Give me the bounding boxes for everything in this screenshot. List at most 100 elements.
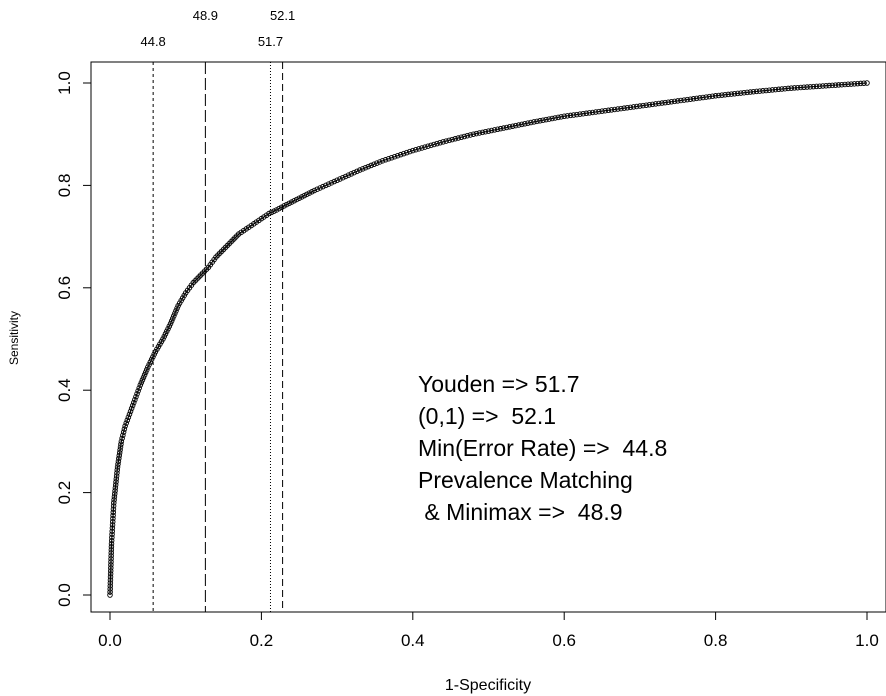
roc-point <box>160 336 166 342</box>
roc-point <box>109 525 116 531</box>
roc-point <box>596 108 602 115</box>
roc-point <box>709 93 716 99</box>
y-tick-label: 0.6 <box>55 276 74 300</box>
roc-point <box>461 133 468 140</box>
roc-point <box>738 90 744 96</box>
roc-point <box>108 559 114 565</box>
roc-point <box>109 534 115 541</box>
roc-point <box>583 110 590 117</box>
roc-point <box>359 166 366 172</box>
roc-point <box>728 91 735 97</box>
roc-point <box>810 83 817 90</box>
cutoff-lines: 44.8 48.9 51.7 52.1 <box>140 8 295 612</box>
roc-point <box>835 82 842 88</box>
roc-point <box>110 509 117 516</box>
y-axis-label: Sensitivity <box>7 311 21 365</box>
roc-point <box>634 103 640 110</box>
roc-point <box>107 586 113 592</box>
roc-point <box>760 88 766 94</box>
roc-point <box>161 333 167 340</box>
roc-point <box>763 87 769 94</box>
roc-point <box>107 577 114 583</box>
roc-point <box>525 120 531 126</box>
roc-point <box>665 99 672 105</box>
roc-point <box>325 181 332 187</box>
roc-point <box>741 89 747 96</box>
roc-point <box>464 132 471 139</box>
roc-point <box>854 80 861 87</box>
roc-point <box>807 84 813 90</box>
roc-point <box>134 391 140 397</box>
roc-point <box>125 414 132 421</box>
roc-point <box>769 87 776 93</box>
roc-point <box>110 515 116 522</box>
roc-point <box>577 111 583 117</box>
roc-point <box>126 411 133 418</box>
annotation-line: Min(Error Rate) => 44.8 <box>418 435 667 461</box>
roc-point <box>599 108 605 114</box>
roc-point <box>555 114 561 121</box>
roc-line <box>109 82 868 596</box>
roc-point <box>476 130 483 136</box>
roc-point <box>311 187 318 194</box>
roc-point <box>342 173 349 180</box>
roc-point <box>851 81 858 87</box>
roc-point <box>791 85 798 91</box>
roc-point <box>145 364 151 370</box>
roc-point <box>671 98 678 105</box>
roc-point <box>394 152 401 159</box>
x-tick-label: 0.2 <box>250 631 274 650</box>
roc-point <box>494 126 501 133</box>
roc-point <box>109 518 116 525</box>
roc-point <box>165 326 171 332</box>
roc-point <box>446 137 452 144</box>
annotation-line: Youden => 51.7 <box>418 371 580 397</box>
roc-point <box>848 81 854 87</box>
roc-point <box>589 109 596 116</box>
roc-point <box>552 115 558 121</box>
roc-point <box>166 323 173 329</box>
roc-point <box>164 328 170 335</box>
roc-point <box>345 172 352 178</box>
roc-point <box>431 141 437 148</box>
x-tick-label: 0.4 <box>401 631 425 650</box>
roc-point <box>109 528 115 534</box>
roc-point <box>558 114 564 120</box>
cutoff-label: 51.7 <box>258 34 283 49</box>
roc-point <box>488 127 495 134</box>
roc-point <box>826 82 832 89</box>
roc-point <box>340 174 346 181</box>
plot-frame <box>90 61 886 613</box>
roc-point <box>684 96 690 103</box>
roc-point <box>108 553 114 559</box>
roc-point <box>117 447 123 453</box>
roc-point <box>611 106 618 113</box>
roc-point <box>522 121 528 127</box>
roc-point <box>112 485 119 491</box>
roc-point <box>109 531 115 538</box>
roc-point <box>513 122 519 129</box>
roc-point <box>374 160 380 166</box>
roc-point <box>788 85 795 91</box>
roc-point <box>331 178 338 185</box>
roc-point <box>693 95 700 102</box>
roc-point <box>440 139 446 145</box>
roc-point <box>747 89 754 95</box>
y-tick-label: 0.4 <box>55 378 74 402</box>
roc-point <box>678 97 684 104</box>
roc-point <box>107 571 114 577</box>
roc-point <box>845 81 851 88</box>
roc-point <box>111 497 117 503</box>
roc-point <box>618 105 624 112</box>
roc-point <box>690 96 697 102</box>
roc-point <box>107 568 114 574</box>
roc-point <box>434 140 440 147</box>
roc-point <box>503 124 510 131</box>
roc-point <box>148 356 155 363</box>
roc-point <box>561 113 567 120</box>
annotation-line: & Minimax => 48.9 <box>418 499 623 525</box>
roc-point <box>725 91 731 98</box>
roc-point <box>570 112 577 118</box>
roc-point <box>731 90 738 97</box>
roc-point <box>376 159 383 165</box>
